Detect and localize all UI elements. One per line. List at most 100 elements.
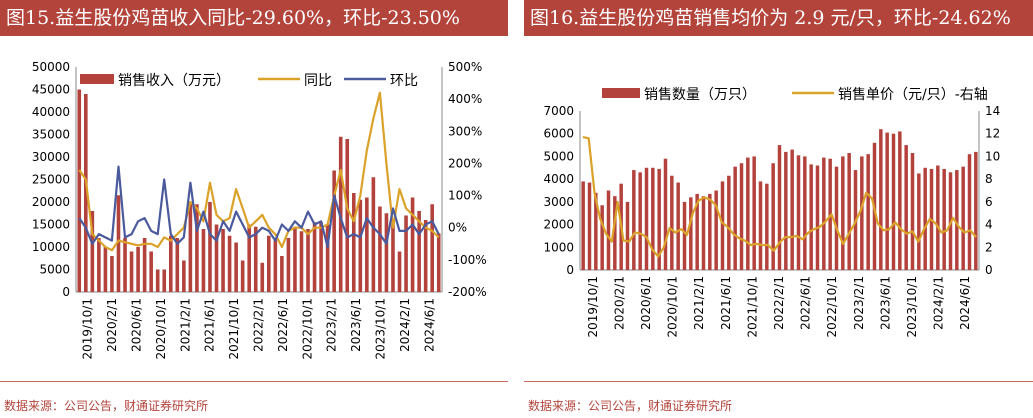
chart-panel-sales: 图16.益生股份鸡苗销售均价为 2.9 元/只，环比-24.62% 0 1000 2… bbox=[524, 0, 1033, 418]
x-tick-label: 2020/6/1 bbox=[639, 276, 653, 330]
bar bbox=[103, 247, 108, 292]
x-tick-label: 2020/10/1 bbox=[666, 276, 680, 338]
left-tick-label: 45000 bbox=[32, 83, 70, 97]
bar bbox=[803, 156, 807, 270]
legend-swatch-bar bbox=[80, 74, 114, 84]
bar bbox=[758, 181, 763, 270]
bar bbox=[123, 238, 127, 292]
bar bbox=[581, 181, 585, 270]
x-tick-label: 2021/10/1 bbox=[227, 298, 241, 360]
bar bbox=[397, 251, 402, 292]
bar bbox=[97, 238, 101, 292]
bar bbox=[286, 238, 291, 292]
bar bbox=[708, 193, 712, 270]
bar bbox=[227, 235, 232, 292]
left-tick-label: 35000 bbox=[32, 128, 70, 142]
x-tick-label: 2021/6/1 bbox=[203, 298, 217, 352]
left-tick-label: 50000 bbox=[32, 60, 70, 74]
x-tick-label: 2021/2/1 bbox=[178, 298, 192, 352]
legend-label: 销售单价（元/只）-右轴 bbox=[838, 87, 988, 103]
right-tick-label: 4 bbox=[985, 218, 993, 232]
bar bbox=[790, 149, 794, 270]
left-tick-label: 7000 bbox=[543, 104, 574, 118]
bar bbox=[247, 224, 251, 292]
bar bbox=[110, 256, 114, 292]
legend-swatch-bar bbox=[602, 88, 640, 98]
bar bbox=[904, 145, 908, 270]
bar bbox=[822, 157, 826, 270]
bar bbox=[860, 156, 864, 270]
left-tick-label: 15000 bbox=[32, 218, 70, 232]
x-tick-label: 2023/2/1 bbox=[325, 298, 339, 352]
x-tick-label: 2020/10/1 bbox=[154, 298, 168, 360]
right-tick-label: 6 bbox=[985, 195, 993, 209]
right-tick-label: 300% bbox=[448, 124, 482, 138]
mom-line bbox=[78, 165, 440, 249]
bar bbox=[670, 175, 674, 270]
bar bbox=[306, 229, 310, 292]
bar bbox=[891, 133, 896, 270]
left-tick-label: 1000 bbox=[543, 240, 574, 254]
bar bbox=[162, 269, 167, 292]
bar bbox=[841, 156, 845, 270]
chart-panel-revenue: 图15.益生股份鸡苗收入同比-29.60%，环比-23.50% 0 5000 100… bbox=[0, 0, 508, 418]
right-tick-label: 0% bbox=[448, 221, 467, 235]
bar bbox=[967, 154, 972, 270]
right-tick-label: 100% bbox=[448, 189, 482, 203]
bar bbox=[942, 168, 946, 270]
right-tick-label: -100% bbox=[448, 253, 487, 267]
right-tick-label: 12 bbox=[985, 127, 1000, 141]
bar bbox=[267, 235, 271, 292]
x-tick-label: 2022/2/1 bbox=[252, 298, 266, 352]
bar bbox=[371, 177, 376, 292]
bar bbox=[663, 158, 668, 270]
source-divider bbox=[524, 381, 1033, 382]
legend-label: 同比 bbox=[304, 73, 332, 89]
bar bbox=[182, 260, 186, 292]
x-tick-label: 2024/6/1 bbox=[422, 298, 436, 352]
right-tick-label: 10 bbox=[985, 149, 1000, 163]
bar bbox=[345, 139, 350, 292]
left-tick-label: 25000 bbox=[32, 173, 70, 187]
bar bbox=[695, 193, 699, 270]
bar bbox=[600, 205, 604, 270]
bar bbox=[149, 251, 153, 292]
right-tick-label: 200% bbox=[448, 156, 482, 170]
left-tick-label: 20000 bbox=[32, 195, 70, 209]
x-tick-label: 2022/2/1 bbox=[772, 276, 786, 330]
chart-title: 图15.益生股份鸡苗收入同比-29.60%，环比-23.50% bbox=[0, 0, 508, 36]
bar bbox=[280, 256, 284, 292]
source-divider bbox=[0, 381, 508, 382]
x-tick-label: 2019/10/1 bbox=[586, 276, 600, 338]
bar bbox=[168, 235, 173, 292]
yoy-line bbox=[78, 91, 440, 252]
bar bbox=[77, 89, 82, 292]
bar bbox=[625, 201, 630, 270]
revenue-chart: 0 5000 10000 15000 20000 25000 30000 35000 40000… bbox=[32, 60, 487, 360]
right-tick-label: -200% bbox=[448, 285, 487, 299]
bar bbox=[155, 269, 160, 292]
bar bbox=[188, 202, 193, 292]
bar bbox=[847, 153, 851, 270]
left-tick-label: 5000 bbox=[543, 149, 574, 163]
bar bbox=[955, 170, 959, 270]
x-tick-label: 2021/2/1 bbox=[692, 276, 706, 330]
bar bbox=[809, 164, 813, 270]
right-tick-label: 8 bbox=[985, 172, 993, 186]
bar bbox=[208, 202, 212, 292]
left-tick-label: 2000 bbox=[543, 218, 574, 232]
bar bbox=[739, 163, 744, 270]
bar bbox=[651, 167, 655, 270]
bar bbox=[701, 196, 706, 270]
left-tick-label: 0 bbox=[62, 285, 70, 299]
bar bbox=[961, 166, 965, 270]
bar bbox=[234, 242, 238, 292]
bar bbox=[365, 197, 369, 292]
bar bbox=[273, 238, 278, 292]
bar bbox=[936, 165, 940, 270]
bar bbox=[879, 129, 883, 270]
left-tick-label: 10000 bbox=[32, 240, 70, 254]
left-tick-label: 6000 bbox=[543, 127, 574, 141]
bar bbox=[312, 222, 317, 292]
bar bbox=[136, 247, 140, 292]
